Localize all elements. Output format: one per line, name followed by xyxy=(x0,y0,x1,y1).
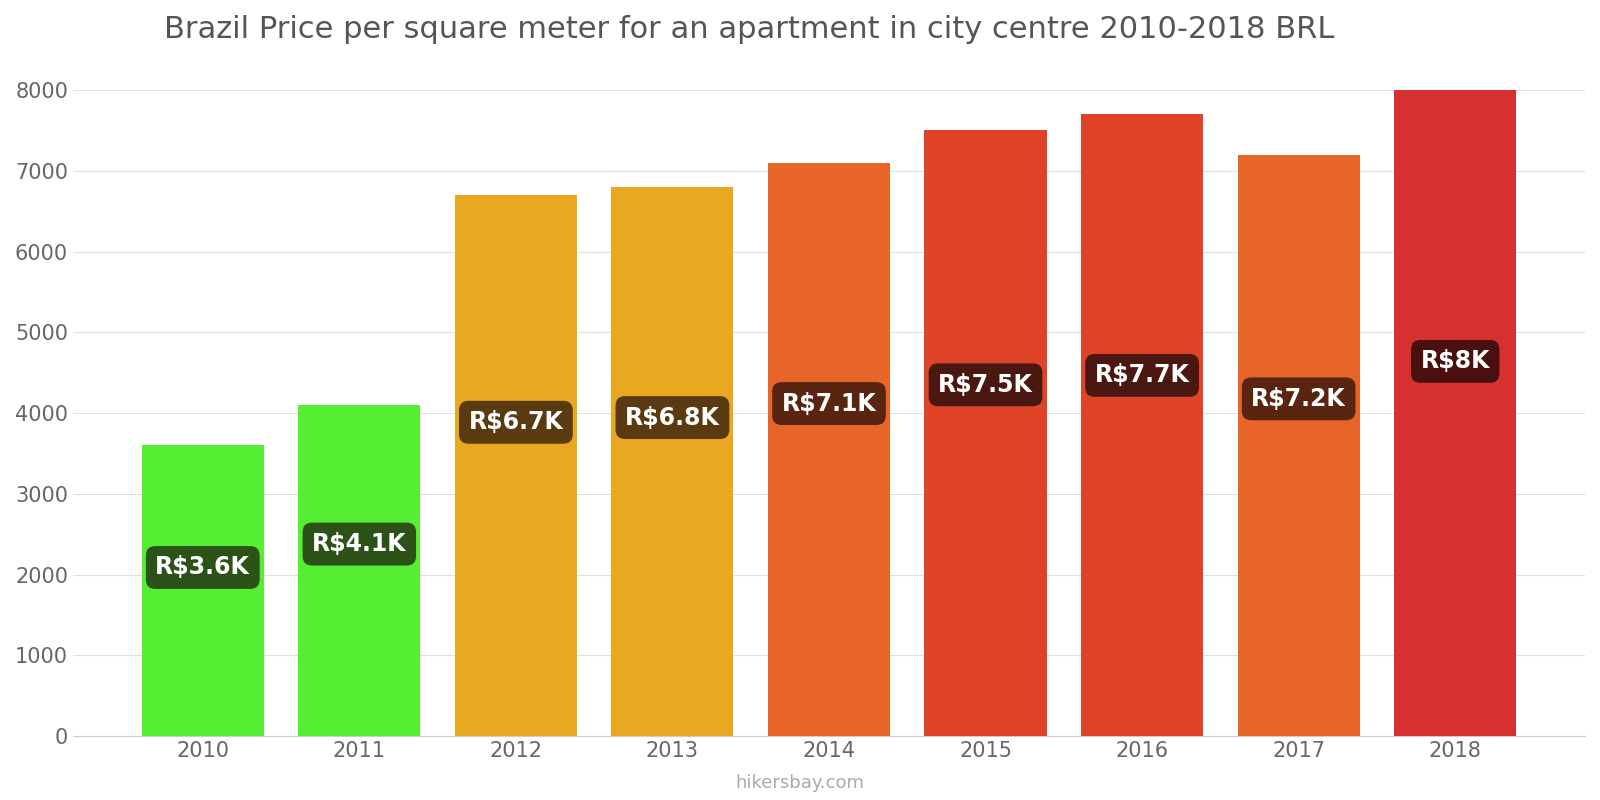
Text: hikersbay.com: hikersbay.com xyxy=(736,774,864,792)
Bar xyxy=(925,130,1046,736)
Text: R$4.1K: R$4.1K xyxy=(312,532,406,556)
Text: R$7.7K: R$7.7K xyxy=(1094,363,1189,387)
Text: R$6.7K: R$6.7K xyxy=(469,410,563,434)
Bar xyxy=(1394,90,1517,736)
Text: R$8K: R$8K xyxy=(1421,350,1490,374)
Bar xyxy=(454,195,578,736)
Bar xyxy=(768,162,890,736)
Text: Brazil Price per square meter for an apartment in city centre 2010-2018 BRL: Brazil Price per square meter for an apa… xyxy=(163,15,1334,44)
Bar xyxy=(142,446,264,736)
Text: R$7.5K: R$7.5K xyxy=(938,373,1034,397)
Text: R$3.6K: R$3.6K xyxy=(155,555,250,579)
Bar xyxy=(1238,154,1360,736)
Bar xyxy=(611,187,733,736)
Bar xyxy=(298,405,421,736)
Text: R$7.1K: R$7.1K xyxy=(782,391,877,415)
Bar xyxy=(1082,114,1203,736)
Text: R$7.2K: R$7.2K xyxy=(1251,387,1346,411)
Text: R$6.8K: R$6.8K xyxy=(626,406,720,430)
